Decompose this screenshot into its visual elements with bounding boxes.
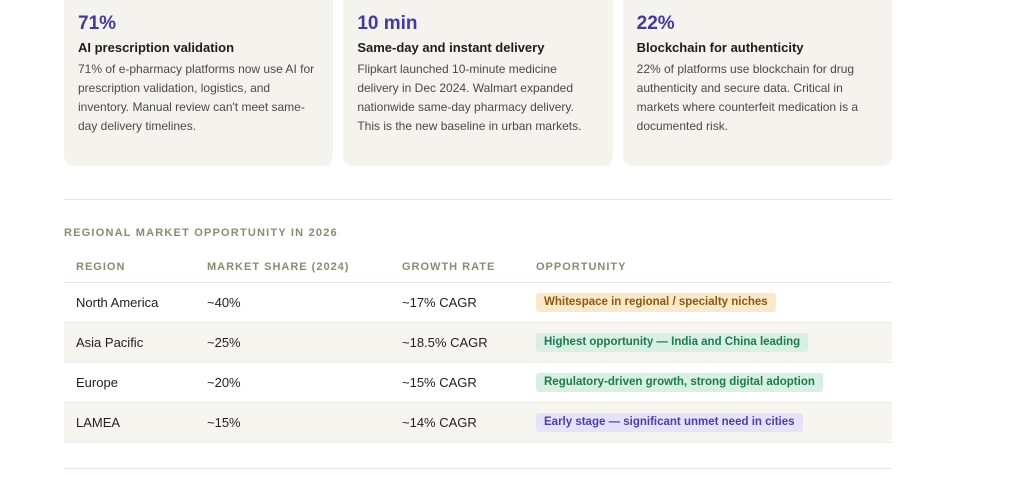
stat-card-delivery: 10 min Same-day and instant delivery Fli… bbox=[343, 0, 613, 166]
regional-market-table: REGION MARKET SHARE (2024) GROWTH RATE O… bbox=[64, 252, 892, 443]
stat-description: 71% of e-pharmacy platforms now use AI f… bbox=[78, 62, 315, 133]
opportunity-cell: Early stage — significant unmet need in … bbox=[524, 402, 892, 443]
stat-card-blockchain: 22% Blockchain for authenticity 22% of p… bbox=[622, 0, 892, 166]
stat-title: AI prescription validation bbox=[78, 40, 235, 55]
table-row: Asia Pacific ~25% ~18.5% CAGR Highest op… bbox=[64, 322, 892, 363]
growth-cell: ~17% CAGR bbox=[390, 282, 524, 323]
growth-cell: ~18.5% CAGR bbox=[390, 322, 524, 363]
stat-value: 71% bbox=[78, 13, 117, 34]
section-heading: REGIONAL MARKET OPPORTUNITY IN 2026 bbox=[64, 227, 338, 239]
region-cell: Asia Pacific bbox=[64, 322, 195, 363]
region-cell: LAMEA bbox=[64, 402, 195, 443]
header-growth-rate: GROWTH RATE bbox=[390, 252, 524, 283]
opportunity-badge: Regulatory-driven growth, strong digital… bbox=[536, 373, 823, 392]
table-row: LAMEA ~15% ~14% CAGR Early stage — signi… bbox=[64, 402, 892, 443]
header-market-share: MARKET SHARE (2024) bbox=[195, 252, 390, 283]
share-cell: ~25% bbox=[195, 322, 390, 363]
table-row: Europe ~20% ~15% CAGR Regulatory-driven … bbox=[64, 362, 892, 403]
bottom-divider bbox=[64, 468, 892, 469]
opportunity-cell: Highest opportunity — India and China le… bbox=[524, 322, 892, 363]
table-header-row: REGION MARKET SHARE (2024) GROWTH RATE O… bbox=[64, 252, 892, 283]
growth-cell: ~14% CAGR bbox=[390, 402, 524, 443]
share-cell: ~15% bbox=[195, 402, 390, 443]
opportunity-badge: Whitespace in regional / specialty niche… bbox=[536, 293, 776, 312]
stat-description: Flipkart launched 10-minute medicine del… bbox=[357, 62, 582, 133]
header-region: REGION bbox=[64, 252, 195, 283]
stat-value: 22% bbox=[636, 13, 675, 34]
stat-card-ai: 71% AI prescription validation 71% of e-… bbox=[64, 0, 334, 166]
header-opportunity: OPPORTUNITY bbox=[524, 252, 892, 283]
stat-value: 10 min bbox=[357, 13, 418, 34]
stat-title: Blockchain for authenticity bbox=[636, 40, 804, 55]
stat-title: Same-day and instant delivery bbox=[357, 40, 545, 55]
opportunity-badge: Highest opportunity — India and China le… bbox=[536, 333, 809, 352]
table-row: North America ~40% ~17% CAGR Whitespace … bbox=[64, 282, 892, 323]
region-cell: Europe bbox=[64, 362, 195, 403]
section-divider bbox=[64, 199, 892, 200]
share-cell: ~20% bbox=[195, 362, 390, 403]
opportunity-badge: Early stage — significant unmet need in … bbox=[536, 413, 803, 432]
growth-cell: ~15% CAGR bbox=[390, 362, 524, 403]
region-cell: North America bbox=[64, 282, 195, 323]
stat-cards: 71% AI prescription validation 71% of e-… bbox=[64, 0, 892, 166]
opportunity-cell: Whitespace in regional / specialty niche… bbox=[524, 282, 892, 323]
stat-description: 22% of platforms use blockchain for drug… bbox=[636, 62, 859, 133]
opportunity-cell: Regulatory-driven growth, strong digital… bbox=[524, 362, 892, 403]
share-cell: ~40% bbox=[195, 282, 390, 323]
